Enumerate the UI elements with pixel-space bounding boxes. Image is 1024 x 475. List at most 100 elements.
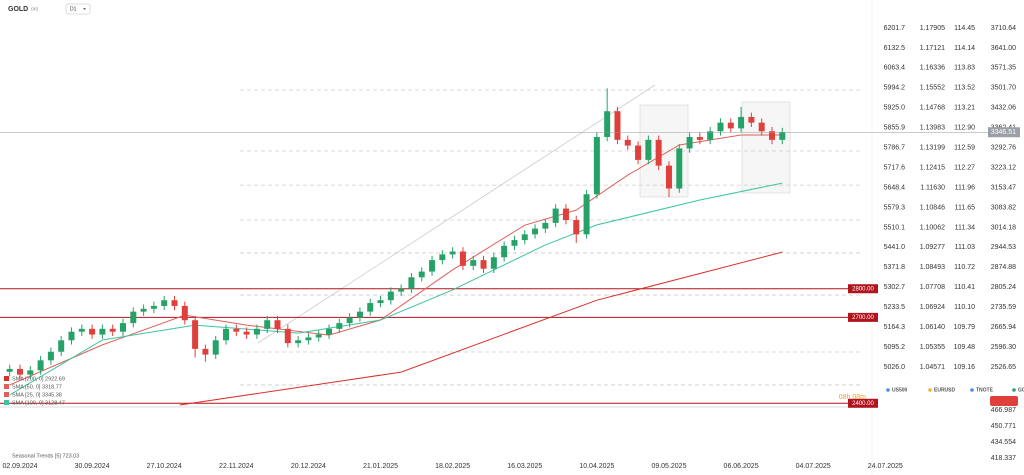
instrument-label: EURUSD — [934, 387, 956, 393]
candle-body — [593, 136, 600, 195]
x-tick-label: 02.09.2024 — [2, 463, 37, 470]
y-tick-label: 3223.12 — [991, 164, 1016, 171]
indicator-label: SMA [50, 0] 3318.77 — [12, 384, 62, 390]
candle-body — [583, 194, 590, 235]
scale-label: 111.65 — [955, 204, 975, 211]
scale-label: 5717.6 — [884, 164, 906, 171]
scale-label: 109.48 — [954, 344, 976, 351]
timeframe-select[interactable] — [65, 3, 91, 15]
candle-body — [552, 208, 559, 223]
y-tick-label: 3501.70 — [991, 85, 1016, 92]
candle-body — [521, 234, 528, 241]
scale-label: 1.12415 — [920, 164, 945, 171]
candle-body — [686, 136, 693, 149]
candle-body — [315, 334, 322, 338]
scale-label: 1.06924 — [920, 304, 945, 311]
scale-label: 6201.7 — [884, 25, 906, 32]
scale-label: 113.83 — [954, 65, 975, 72]
last-price-label: 3346.51 — [991, 129, 1016, 136]
level-label: 2800.00 — [852, 286, 874, 292]
candle-body — [439, 254, 446, 261]
indicator-label: SMA [100, 0] 3128.47 — [12, 400, 65, 406]
candle-body — [511, 240, 518, 246]
level-tag — [848, 312, 878, 322]
indicator-label: SMA [200, 0] 2922.69 — [12, 376, 65, 382]
candle-body — [707, 131, 714, 140]
x-tick-label: 18.02.2025 — [435, 463, 470, 470]
candle-body — [449, 251, 456, 255]
moving-average — [179, 251, 783, 406]
candle-body — [336, 323, 343, 329]
scale-label: 113.52 — [954, 85, 975, 92]
scale-label: 6063.4 — [884, 65, 906, 72]
indicator-swatch — [4, 384, 9, 389]
candle-body — [573, 220, 580, 235]
scale-label: 5441.0 — [884, 244, 906, 251]
scale-label: 5095.2 — [884, 344, 906, 351]
scale-label: 5026.0 — [884, 364, 906, 371]
scale-label: 112.59 — [954, 144, 975, 151]
candle-body — [501, 245, 508, 258]
trend-line — [257, 84, 656, 344]
y-tick-label: 3292.76 — [991, 144, 1016, 151]
gold-tag — [990, 396, 1018, 406]
scale-label: 112.27 — [954, 164, 975, 171]
timeframe[interactable]: D1 — [70, 6, 77, 12]
candle-body — [387, 291, 394, 301]
y-tick-label: 3710.64 — [991, 25, 1016, 32]
scale-label: 5579.3 — [884, 204, 906, 211]
candle-body — [78, 328, 85, 332]
candle-body — [68, 331, 75, 341]
panel-label: Seasonal Trends [5] 723.03 — [12, 453, 79, 459]
candle-body — [655, 139, 662, 166]
candle-body — [758, 122, 765, 132]
candle-body — [532, 228, 539, 235]
scale-label: 110.41 — [954, 284, 975, 291]
scale-label: 114.14 — [954, 45, 975, 52]
scale-label: 110.10 — [954, 304, 975, 311]
scale-label: 6132.5 — [884, 45, 906, 52]
scale-label: 1.06140 — [920, 324, 945, 331]
scale-label: 5786.7 — [884, 144, 906, 151]
candle-body — [119, 323, 126, 332]
candle-body — [16, 368, 23, 375]
scale-label: 109.16 — [954, 364, 976, 371]
dropdown-icon[interactable] — [83, 8, 86, 10]
scale-label: 114.45 — [954, 25, 975, 32]
indicator-swatch — [4, 392, 9, 397]
scale-label: 5233.5 — [884, 304, 906, 311]
candle-body — [150, 305, 157, 309]
moving-average — [9, 182, 783, 396]
scale-label: 1.08493 — [920, 264, 945, 271]
y-tick-label: 3641.00 — [991, 45, 1016, 52]
candle-body — [367, 303, 374, 312]
x-tick-label: 04.07.2025 — [796, 463, 831, 470]
scale-label: 113.21 — [954, 105, 975, 112]
candle-body — [398, 288, 405, 292]
instrument-dot — [970, 388, 974, 392]
y-tick-label: 3571.35 — [991, 65, 1016, 72]
y-tick-label: 3014.18 — [991, 224, 1016, 231]
symbol: GOLD — [8, 6, 28, 13]
scale-label: 111.34 — [955, 224, 975, 231]
candle-body — [490, 257, 497, 269]
candle-body — [243, 331, 250, 335]
y-tick-label: 2526.65 — [991, 364, 1016, 371]
scale-label: 1.04571 — [920, 364, 945, 371]
scale-label: 5302.7 — [884, 284, 906, 291]
candle-body — [109, 328, 116, 332]
x-tick-label: 10.04.2025 — [579, 463, 614, 470]
candle-body — [284, 328, 291, 344]
scale-label: 5994.2 — [884, 85, 906, 92]
y-tick-label: 3432.06 — [991, 105, 1016, 112]
scale-label: 1.11630 — [920, 184, 945, 191]
candle-body — [171, 300, 178, 306]
scale-label: 5925.0 — [884, 105, 906, 112]
candle-body — [377, 300, 384, 304]
y-tick-label: 2805.24 — [991, 284, 1016, 291]
scale-label: 111.03 — [955, 244, 975, 251]
candle-body — [480, 260, 487, 269]
indicator-label: SMA [25, 0] 3345.38 — [12, 392, 62, 398]
x-tick-label: 09.05.2025 — [651, 463, 686, 470]
